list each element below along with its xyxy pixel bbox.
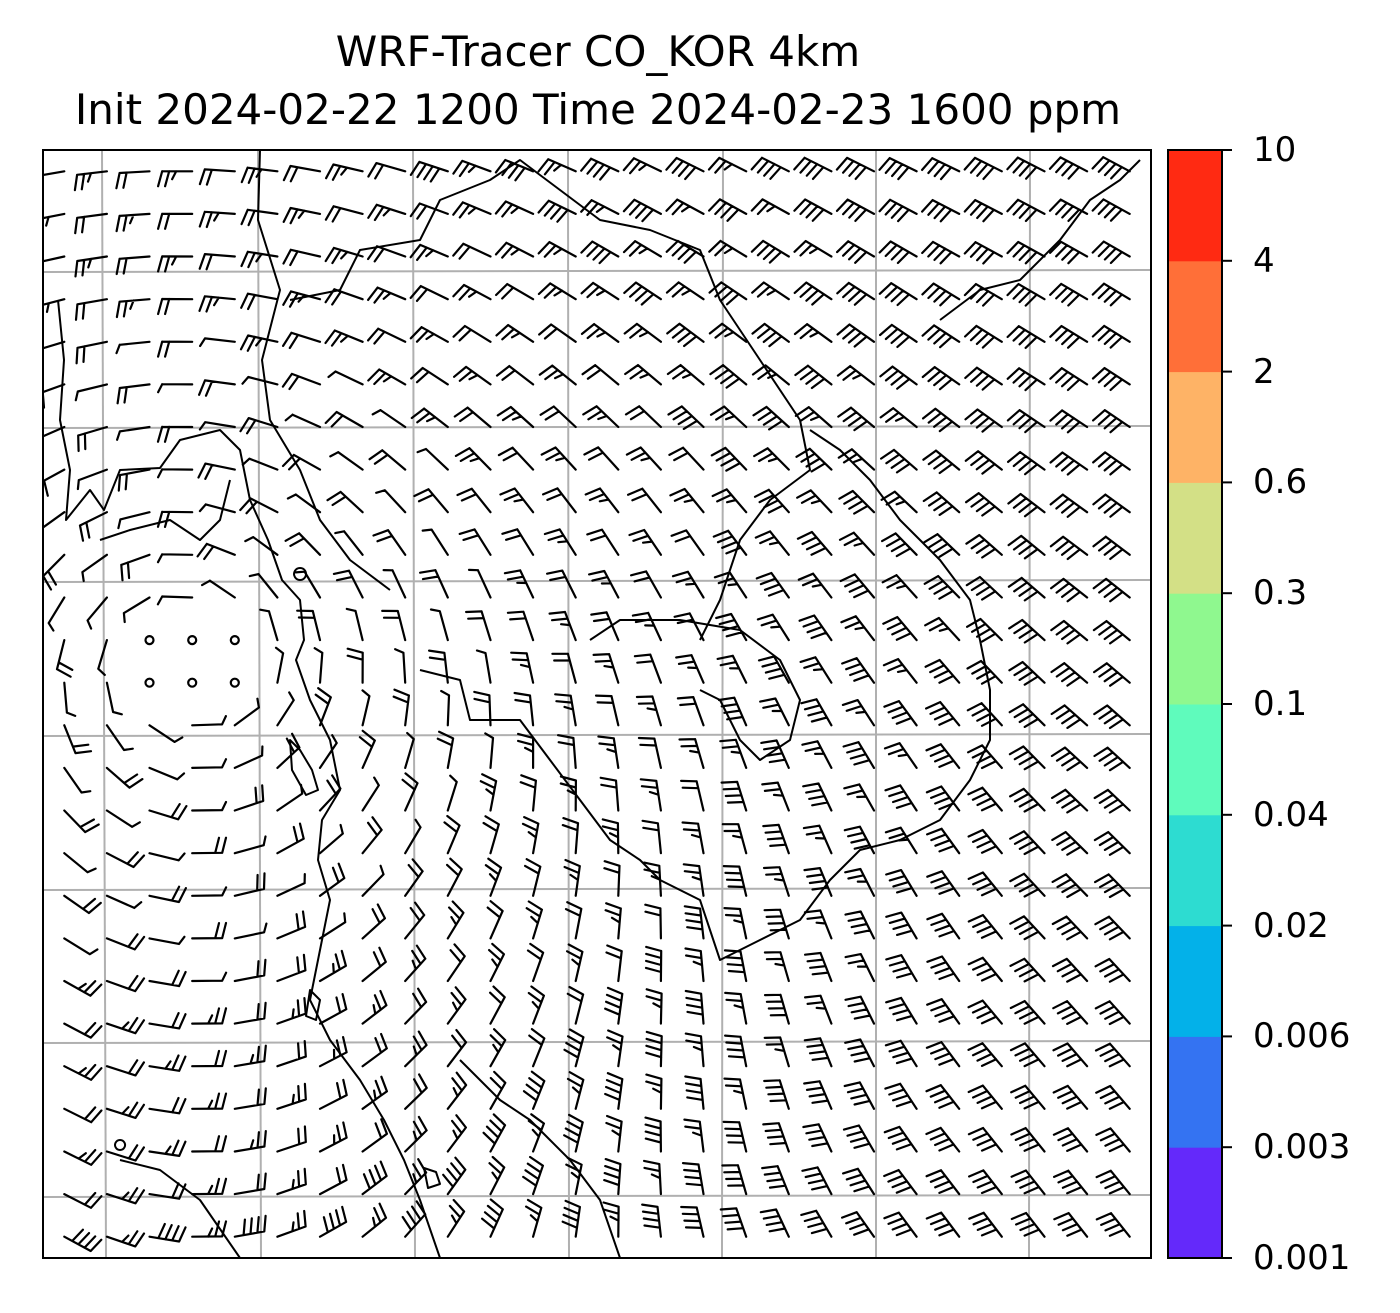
colorbar-block — [1168, 704, 1222, 816]
coastline-southwest — [459, 1059, 621, 1258]
colorbar-tick-label: 0.006 — [1253, 1016, 1351, 1057]
colorbar-block — [1168, 482, 1222, 594]
colorbar-block — [1168, 371, 1222, 483]
colorbar-blocks — [1168, 150, 1222, 1259]
coastline-peninsula — [419, 429, 991, 961]
gridline-lat-5 — [43, 887, 1151, 891]
colorbar-block — [1168, 1036, 1222, 1148]
gridline-lat-4 — [43, 733, 1151, 737]
island-3 — [305, 989, 321, 1021]
gridline-lat-6 — [43, 1040, 1151, 1044]
colorbar-block — [1168, 150, 1222, 262]
gridline-lon-4 — [567, 150, 570, 1258]
colorbar-tick-label: 0.1 — [1253, 684, 1308, 724]
border-korea-china — [289, 159, 811, 641]
coastline-china-east — [57, 299, 441, 1258]
island-4 — [423, 1167, 441, 1189]
colorbar-tick-label: 0.003 — [1253, 1127, 1351, 1168]
calm-wind-marker — [229, 634, 240, 646]
gridline-lat-2 — [43, 425, 1151, 429]
coastline-bohai — [99, 479, 231, 541]
gridline-lat-3 — [43, 579, 1151, 583]
gridline-lat-1 — [43, 269, 1151, 273]
map-frame — [42, 149, 1152, 1259]
river-1 — [119, 1159, 241, 1258]
map-panel — [42, 149, 1152, 1259]
colorbar-block — [1168, 925, 1222, 1037]
colorbar-tick-label: 0.04 — [1253, 794, 1329, 835]
colorbar-ticks — [1222, 149, 1232, 1259]
colorbar-tick-label: 0.3 — [1253, 573, 1308, 614]
coastline-south — [589, 619, 801, 761]
calm-wind-marker — [144, 634, 155, 646]
colorbar-block — [1168, 260, 1222, 373]
colorbar-tick-label: 0.001 — [1253, 1238, 1351, 1278]
colorbar-tick-label: 4 — [1253, 240, 1275, 281]
border-north — [257, 150, 391, 591]
colorbar-block — [1168, 814, 1222, 927]
colorbar-tick-label: 2 — [1253, 351, 1275, 392]
gridline-lon-2 — [257, 150, 262, 1258]
calm-wind-marker — [187, 634, 198, 646]
colorbar-tick-label: 0.02 — [1253, 905, 1329, 946]
calm-wind-marker — [144, 677, 155, 688]
colorbar-block — [1168, 593, 1222, 705]
wind-barbs — [43, 156, 1131, 1253]
calm-wind-marker — [187, 677, 198, 688]
colorbar-tick-label: 0.6 — [1253, 462, 1308, 503]
calm-wind-marker — [229, 677, 240, 688]
gridline-lon-1 — [101, 150, 107, 1258]
island-north-east — [939, 159, 1141, 321]
colorbar-block — [1168, 1147, 1222, 1259]
island-1 — [293, 567, 308, 581]
colorbar — [1167, 149, 1232, 1259]
island-2 — [289, 739, 319, 796]
map-title: WRF-Tracer CO_KOR 4km — [335, 27, 861, 76]
island-5 — [114, 1139, 127, 1151]
coastlines — [57, 150, 1141, 1258]
map-subtitle: Init 2024-02-22 1200 Time 2024-02-23 160… — [74, 85, 1122, 134]
colorbar-tick-label: 10 — [1253, 130, 1297, 170]
wind-barb-field — [43, 156, 1131, 1253]
